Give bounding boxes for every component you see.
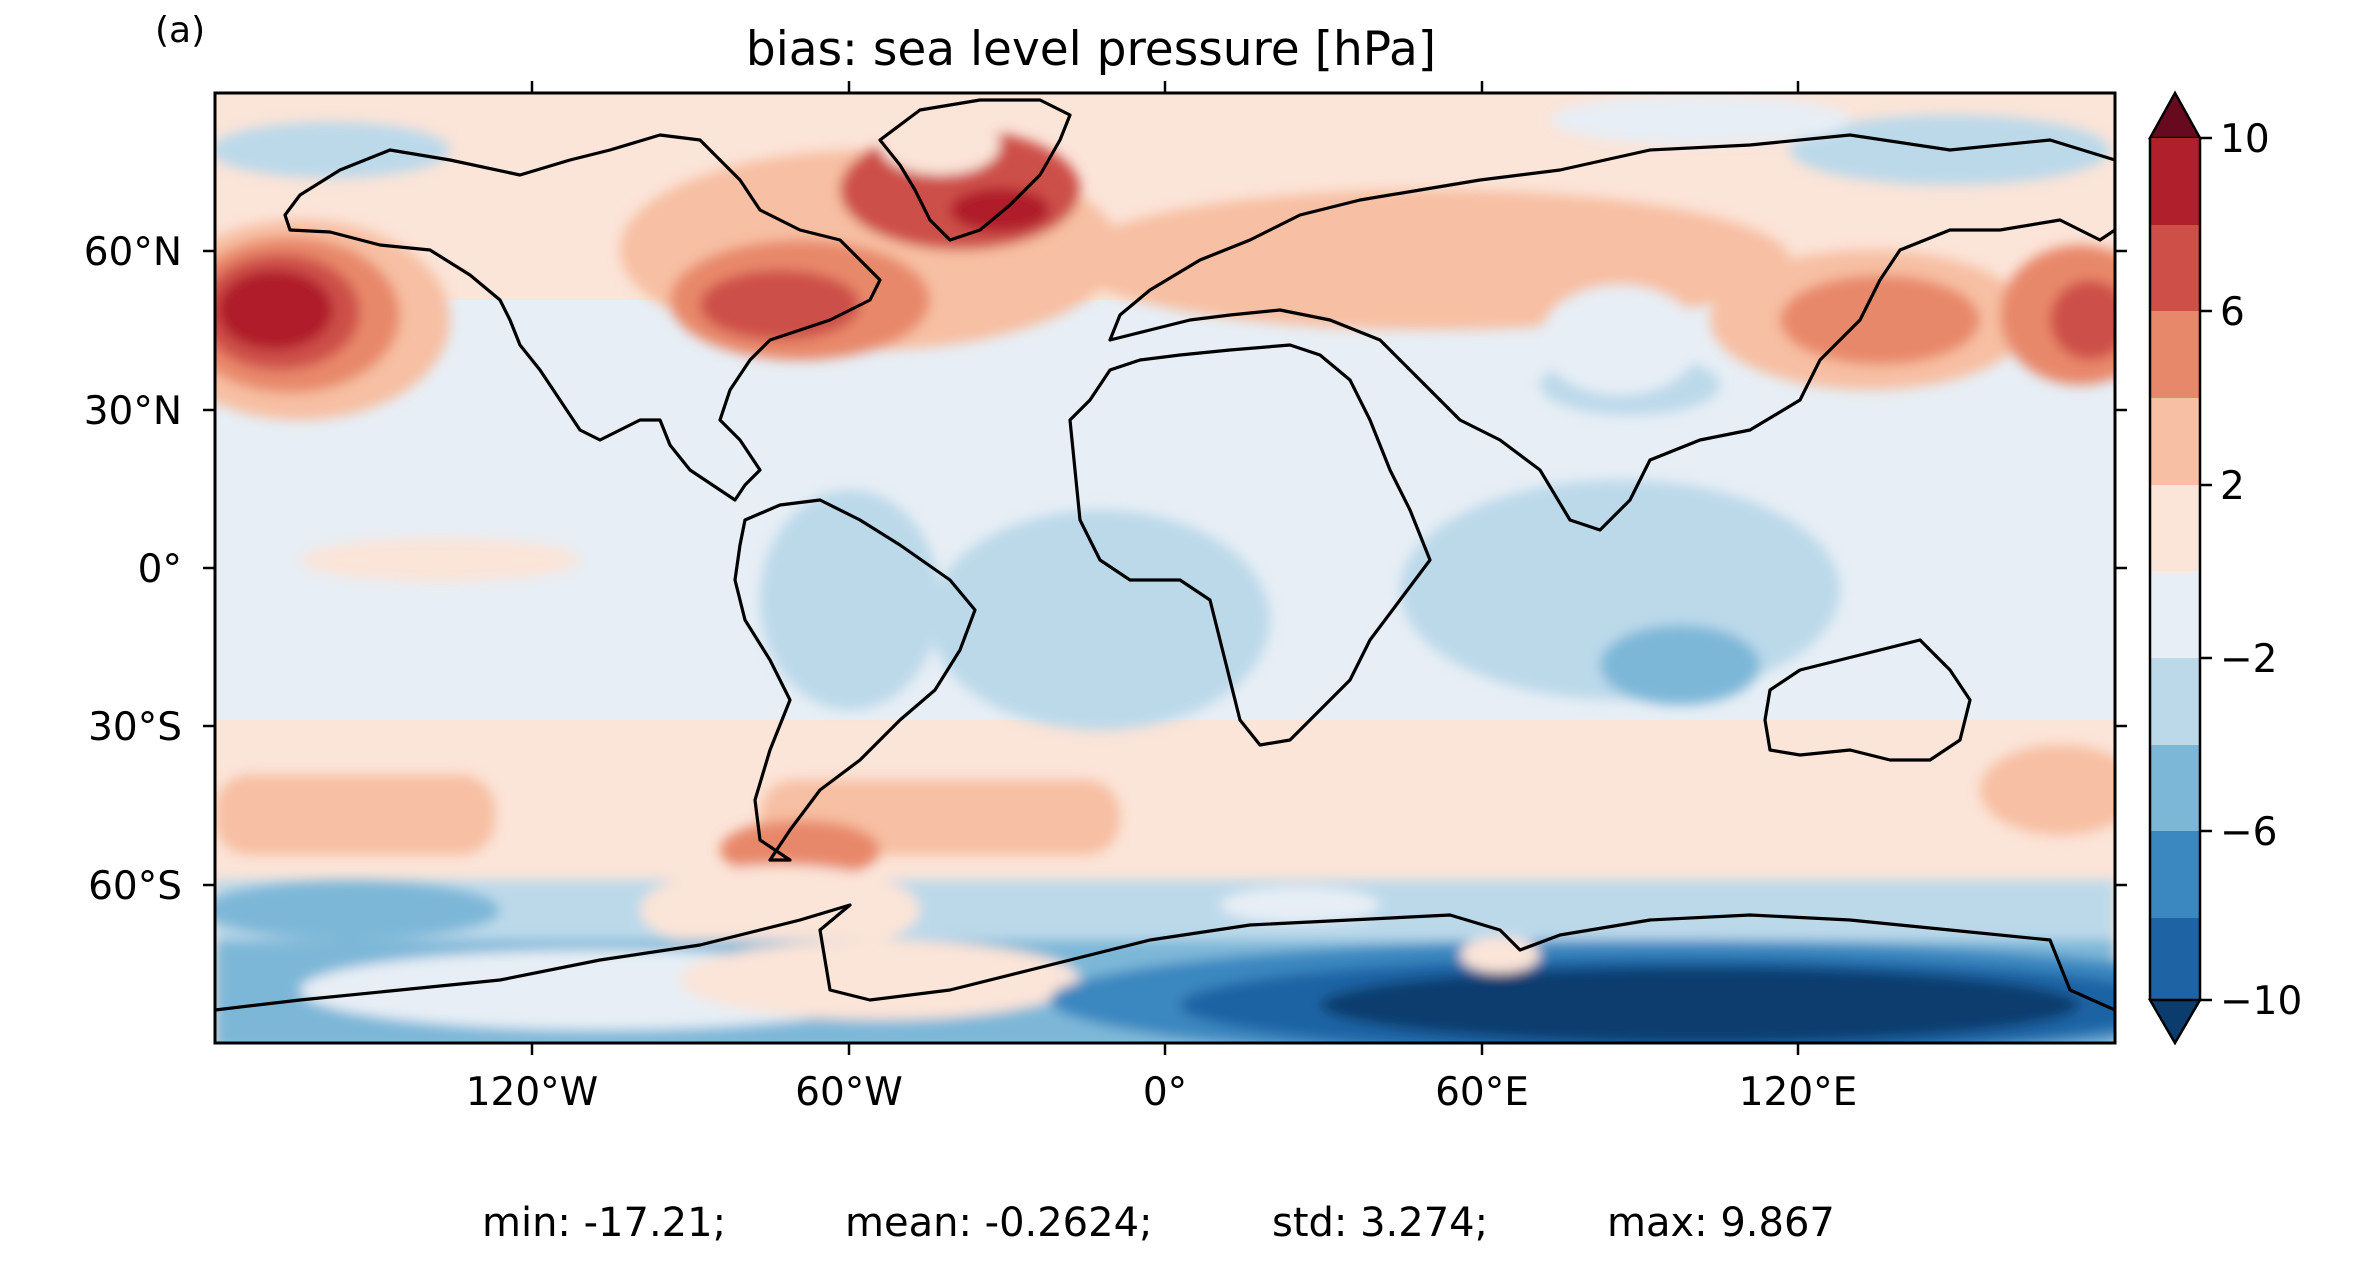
lat-tick-marks: [203, 249, 2127, 887]
stat-max: max: 9.867: [1607, 1200, 1835, 1246]
colorbar-tick-label: −6: [2220, 810, 2278, 855]
lat-tick-labels: 60°N 30°N 0° 30°S 60°S: [84, 230, 182, 909]
colorbar: 10 6 2 −2 −6 −10: [2147, 90, 2302, 1046]
stat-mean: mean: -0.2624;: [845, 1200, 1153, 1246]
colorbar-tick-label: −10: [2220, 979, 2302, 1024]
colorbar-extend-min: [2147, 998, 2203, 1046]
lat-tick-label: 0°: [138, 547, 182, 592]
colorbar-swatch: [2150, 485, 2200, 571]
colorbar-swatch: [2150, 658, 2200, 745]
map-title: bias: sea level pressure [hPa]: [745, 22, 1437, 77]
colorbar-tick-label: 10: [2220, 117, 2270, 162]
coastlines: [215, 98, 2115, 1012]
colorbar-tick-label: −2: [2220, 637, 2278, 682]
bias-field: [215, 93, 2115, 1043]
lon-tick-marks: [530, 81, 1800, 1055]
panel-label: (a): [155, 10, 206, 51]
stat-min: min: -17.21;: [482, 1200, 727, 1246]
lat-tick-label: 60°N: [84, 230, 182, 275]
lon-tick-label: 120°W: [466, 1070, 599, 1115]
lat-tick-label: 60°S: [88, 864, 182, 909]
colorbar-swatch: [2150, 571, 2200, 658]
lon-tick-label: 60°E: [1435, 1070, 1529, 1115]
colorbar-swatch: [2150, 225, 2200, 311]
colorbar-swatch: [2150, 745, 2200, 831]
colorbar-swatch: [2150, 831, 2200, 918]
colorbar-swatch: [2150, 311, 2200, 398]
lon-tick-labels: 120°W 60°W 0° 60°E 120°E: [466, 1070, 1858, 1115]
colorbar-swatch: [2150, 138, 2200, 225]
stat-std: std: 3.274;: [1272, 1200, 1489, 1246]
colorbar-swatch: [2150, 398, 2200, 485]
lon-tick-label: 60°W: [795, 1070, 903, 1115]
colorbar-swatch: [2150, 918, 2200, 1000]
lon-tick-label: 0°: [1143, 1070, 1187, 1115]
colorbar-extend-max: [2147, 90, 2203, 140]
lat-tick-label: 30°N: [84, 389, 182, 434]
colorbar-tick-label: 6: [2220, 290, 2245, 335]
colorbar-tick-label: 2: [2220, 464, 2245, 509]
lat-tick-label: 30°S: [88, 705, 182, 750]
lon-tick-label: 120°E: [1739, 1070, 1858, 1115]
